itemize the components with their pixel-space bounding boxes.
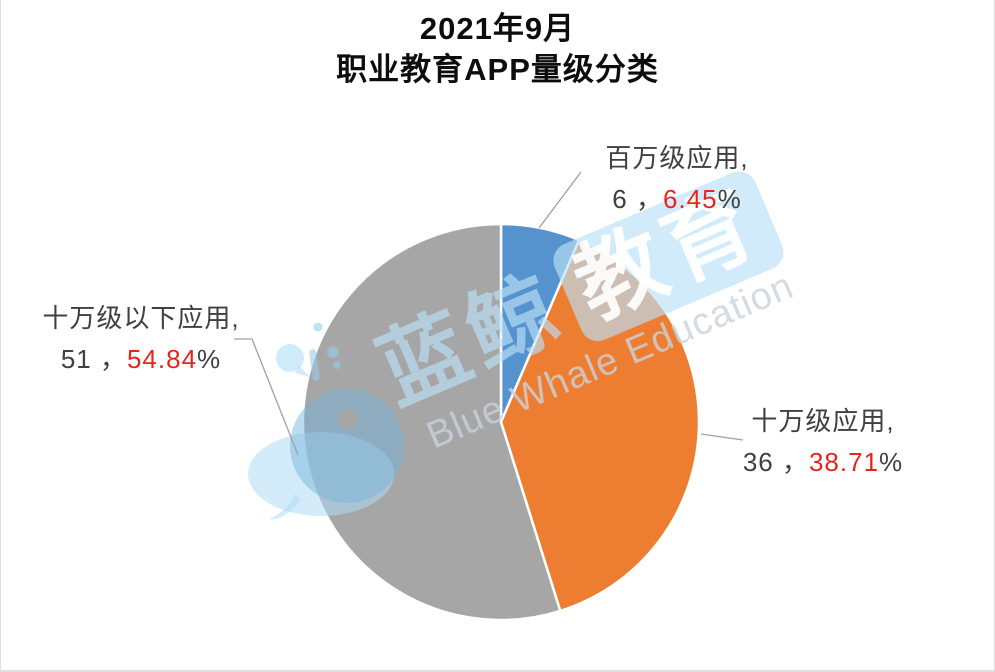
data-label-hundredk-below-value: 51 ，54.84%: [60, 344, 222, 374]
data-label-hundredk-value: 36 ，38.71%: [742, 447, 904, 477]
chart-title: 2021年9月 职业教育APP量级分类: [1, 8, 994, 90]
percent-value: 6.45: [662, 184, 718, 214]
chart-title-line1: 2021年9月: [419, 11, 576, 46]
data-label-hundredk-below: 十万级以下应用, 51 ，54.84%: [23, 298, 259, 380]
chart-title-line2: 职业教育APP量级分类: [336, 52, 659, 87]
percent-value: 54.84: [126, 344, 198, 374]
percent-value: 38.71: [808, 447, 880, 477]
data-label-million-name: 百万级应用,: [605, 143, 749, 173]
data-label-million: 百万级应用, 6 ，6.45%: [595, 138, 759, 220]
data-label-hundredk-name: 十万级应用,: [751, 406, 895, 436]
data-label-hundredk-below-name: 十万级以下应用,: [42, 303, 240, 333]
data-label-million-value: 6 ，6.45%: [612, 184, 742, 214]
data-label-hundredk: 十万级应用, 36 ，38.71%: [739, 401, 907, 483]
